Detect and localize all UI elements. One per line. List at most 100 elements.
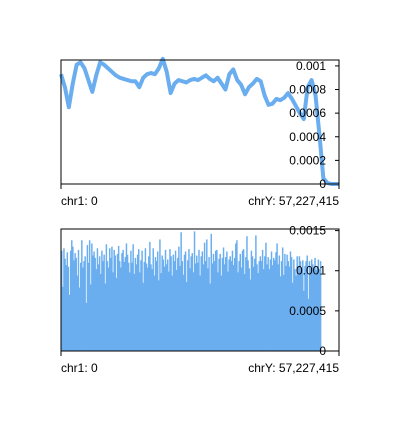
bar — [233, 257, 236, 351]
bar — [293, 259, 295, 351]
bar — [101, 250, 103, 351]
y-tick-label: 0.0004 — [289, 130, 326, 144]
bar — [116, 253, 119, 351]
bar — [227, 271, 229, 351]
bar — [131, 262, 133, 351]
bar — [262, 269, 265, 351]
bar-chart-frame — [60, 228, 340, 352]
bar — [302, 260, 304, 351]
bar — [156, 251, 159, 351]
bar — [119, 261, 121, 351]
y-tick-label: 0 — [319, 344, 326, 358]
bar — [143, 261, 146, 351]
bar — [193, 231, 196, 351]
bar — [92, 255, 94, 351]
bar — [275, 252, 277, 351]
bar — [112, 272, 114, 351]
bar — [313, 273, 315, 351]
bar — [145, 263, 148, 351]
y-tick-label: 0.001 — [296, 264, 326, 278]
bar — [222, 247, 225, 351]
bar — [124, 257, 127, 351]
bar — [79, 262, 82, 351]
bar — [252, 266, 255, 351]
line-chart-frame — [60, 59, 340, 185]
bar — [115, 277, 118, 351]
bar — [122, 249, 124, 351]
bar — [254, 258, 256, 351]
bar — [164, 249, 167, 351]
bar — [228, 259, 230, 351]
bar — [239, 253, 242, 351]
bar — [135, 264, 138, 351]
bar — [138, 249, 140, 351]
bar — [155, 261, 158, 351]
bar — [183, 254, 186, 351]
bar — [179, 265, 181, 351]
bar — [306, 255, 308, 351]
bar — [110, 257, 112, 351]
bar — [259, 256, 262, 351]
bar — [146, 267, 149, 351]
bar — [111, 246, 113, 351]
bar — [107, 267, 110, 351]
bar — [67, 266, 70, 351]
bar — [150, 264, 152, 351]
line-chart-panel: 0.001 0.0008 0.0006 0.0004 0.0002 0 chr1: 0 c… — [59, 56, 340, 208]
bar — [94, 257, 96, 351]
bar — [241, 250, 244, 351]
bar — [303, 290, 305, 351]
bar — [286, 254, 288, 351]
bar — [223, 264, 226, 351]
bar — [154, 257, 157, 351]
bar — [61, 250, 63, 351]
bar — [207, 268, 209, 351]
bar — [86, 245, 89, 351]
bar — [246, 236, 248, 351]
bar — [212, 253, 215, 351]
bar — [194, 263, 197, 351]
bar — [225, 257, 227, 351]
bar — [213, 261, 216, 351]
bar — [100, 273, 102, 351]
bar — [161, 255, 163, 351]
bar — [174, 250, 177, 351]
y-tick-label: 0.0002 — [289, 153, 326, 167]
bar — [202, 264, 205, 351]
bar — [249, 279, 252, 351]
bar — [219, 253, 221, 351]
bar — [285, 265, 287, 351]
y-tick-label: 0.001 — [296, 59, 326, 73]
bar — [132, 244, 134, 351]
bar — [65, 265, 67, 351]
bar — [244, 273, 246, 351]
bar — [160, 273, 162, 351]
bar — [64, 258, 66, 351]
bar — [284, 253, 286, 351]
bar — [295, 275, 297, 351]
bar — [226, 251, 228, 351]
bar — [144, 248, 147, 351]
bar — [91, 243, 93, 351]
x-start-label: chr1: 0 — [61, 194, 98, 208]
bar — [314, 257, 316, 351]
bar — [148, 256, 150, 351]
bar — [162, 259, 165, 351]
bar — [229, 256, 231, 351]
bar — [106, 261, 109, 351]
x-end-label: chrY: 57,227,415 — [248, 361, 339, 375]
bar — [185, 281, 188, 351]
bar — [291, 282, 294, 351]
bar — [121, 253, 123, 351]
bar — [142, 282, 144, 351]
bar — [190, 256, 192, 351]
bar — [309, 268, 312, 351]
bar — [294, 269, 296, 351]
bar — [220, 275, 223, 351]
y-tick-label: 0.0005 — [289, 304, 326, 318]
bar — [281, 247, 284, 351]
bar — [69, 250, 72, 351]
bar — [152, 248, 154, 351]
bar — [83, 261, 85, 351]
